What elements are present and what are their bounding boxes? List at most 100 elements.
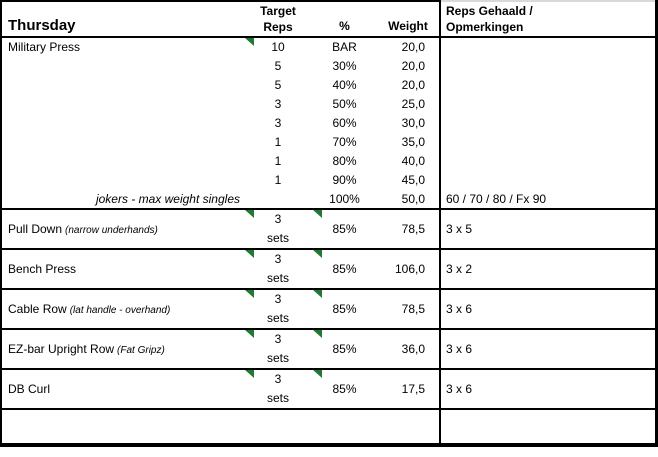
reps-value: 3 bbox=[274, 115, 282, 130]
percent-cell[interactable]: 90% bbox=[312, 170, 377, 189]
weight-value: 40,0 bbox=[401, 153, 425, 168]
target-reps-cell[interactable]: 3 sets bbox=[244, 369, 312, 410]
percent-cell[interactable]: 85% bbox=[312, 329, 377, 370]
exercise-name-cell[interactable] bbox=[0, 170, 244, 189]
weight-value: 50,0 bbox=[401, 191, 425, 206]
weight-cell[interactable]: 20,0 bbox=[377, 56, 440, 75]
notes-cell[interactable] bbox=[439, 75, 658, 94]
percent-cell[interactable]: 70% bbox=[312, 132, 377, 151]
empty-row bbox=[0, 409, 658, 447]
table-row: Bench Press 3 sets 85% 106,0 3 x 2 bbox=[0, 249, 658, 290]
percent-cell[interactable]: 50% bbox=[312, 94, 377, 113]
notes-cell[interactable] bbox=[439, 170, 658, 189]
weight-cell[interactable]: 35,0 bbox=[377, 132, 440, 151]
exercise-note: (lat handle - overhand) bbox=[69, 305, 171, 316]
notes-cell[interactable] bbox=[439, 56, 658, 75]
percent-value: 40% bbox=[332, 77, 357, 92]
target-reps-cell[interactable]: 3 bbox=[244, 94, 312, 113]
percent-cell[interactable]: 85% bbox=[312, 209, 377, 250]
weight-cell[interactable]: 20,0 bbox=[377, 75, 440, 94]
exercise-name-cell[interactable]: Bench Press bbox=[0, 249, 244, 290]
weight-value: 17,5 bbox=[401, 382, 425, 396]
weight-value: 20,0 bbox=[401, 58, 425, 73]
notes-cell[interactable] bbox=[439, 94, 658, 113]
percent-cell[interactable]: 60% bbox=[312, 113, 377, 132]
notes-cell[interactable]: 3 x 6 bbox=[439, 369, 658, 410]
target-reps-cell[interactable]: 1 bbox=[244, 151, 312, 170]
sets-word: sets bbox=[266, 231, 289, 245]
percent-value: BAR bbox=[332, 40, 357, 54]
weight-cell[interactable]: 106,0 bbox=[377, 249, 440, 290]
exercise-name-cell[interactable] bbox=[0, 151, 244, 170]
weight-cell[interactable]: 20,0 bbox=[377, 37, 440, 56]
exercise-name-cell[interactable]: Military Press bbox=[0, 37, 244, 56]
target-reps-cell[interactable]: 3 bbox=[244, 113, 312, 132]
target-reps-cell[interactable] bbox=[244, 189, 312, 210]
cell-indicator-icon bbox=[313, 210, 322, 218]
target-reps-cell[interactable]: 10 bbox=[244, 37, 312, 56]
target-reps-cell[interactable]: 1 bbox=[244, 132, 312, 151]
exercise-name-cell[interactable] bbox=[0, 94, 244, 113]
weight-value: 78,5 bbox=[401, 222, 425, 236]
header-weight-cell[interactable]: Weight bbox=[377, 0, 440, 38]
percent-cell[interactable]: 85% bbox=[312, 289, 377, 330]
exercise-name-cell[interactable]: Pull Down (narrow underhands) bbox=[0, 209, 244, 250]
exercise-name-cell[interactable]: EZ-bar Upright Row (Fat Gripz) bbox=[0, 329, 244, 370]
exercise-name-cell[interactable] bbox=[0, 132, 244, 151]
empty-cell[interactable] bbox=[244, 409, 312, 447]
exercise-name-cell[interactable]: DB Curl bbox=[0, 369, 244, 410]
notes-cell[interactable]: 60 / 70 / 80 / Fx 90 bbox=[439, 189, 658, 210]
header-day-cell[interactable]: Thursday bbox=[0, 0, 244, 38]
exercise-name-cell[interactable] bbox=[0, 75, 244, 94]
weight-cell[interactable]: 40,0 bbox=[377, 151, 440, 170]
notes-cell[interactable]: 3 x 6 bbox=[439, 289, 658, 330]
notes-cell[interactable] bbox=[439, 113, 658, 132]
notes-cell[interactable] bbox=[439, 151, 658, 170]
percent-cell[interactable]: 30% bbox=[312, 56, 377, 75]
reps-value: 1 bbox=[274, 153, 282, 168]
percent-cell[interactable]: 85% bbox=[312, 369, 377, 410]
exercise-name-cell[interactable] bbox=[0, 113, 244, 132]
weight-value: 45,0 bbox=[401, 172, 425, 187]
target-reps-cell[interactable]: 3 sets bbox=[244, 289, 312, 330]
percent-cell[interactable]: 40% bbox=[312, 75, 377, 94]
notes-cell[interactable]: 3 x 6 bbox=[439, 329, 658, 370]
jokers-label-cell[interactable]: jokers - max weight singles bbox=[0, 189, 244, 210]
target-reps-cell[interactable]: 3 sets bbox=[244, 209, 312, 250]
percent-value: 85% bbox=[332, 342, 357, 356]
percent-cell[interactable]: 100% bbox=[312, 189, 377, 210]
header-percent-cell[interactable]: % bbox=[312, 0, 377, 38]
empty-cell[interactable] bbox=[377, 409, 440, 447]
empty-cell[interactable] bbox=[312, 409, 377, 447]
header-target-reps-cell[interactable]: Target Reps bbox=[244, 0, 312, 38]
weight-cell[interactable]: 78,5 bbox=[377, 209, 440, 250]
exercise-name-cell[interactable] bbox=[0, 56, 244, 75]
target-reps-cell[interactable]: 1 bbox=[244, 170, 312, 189]
table-row: 1 70% 35,0 bbox=[0, 132, 658, 151]
notes-cell[interactable] bbox=[439, 132, 658, 151]
target-reps-cell[interactable]: 3 sets bbox=[244, 329, 312, 370]
percent-cell[interactable]: BAR bbox=[312, 37, 377, 56]
percent-cell[interactable]: 80% bbox=[312, 151, 377, 170]
notes-cell[interactable]: 3 x 2 bbox=[439, 249, 658, 290]
exercise-name: EZ-bar Upright Row bbox=[8, 342, 115, 356]
header-notes-cell[interactable]: Reps Gehaald / Opmerkingen bbox=[439, 0, 658, 38]
empty-cell[interactable] bbox=[0, 409, 244, 447]
target-reps-cell[interactable]: 5 bbox=[244, 75, 312, 94]
target-reps-cell[interactable]: 5 bbox=[244, 56, 312, 75]
percent-cell[interactable]: 85% bbox=[312, 249, 377, 290]
notes-cell[interactable] bbox=[439, 37, 658, 56]
weight-cell[interactable]: 78,5 bbox=[377, 289, 440, 330]
weight-cell[interactable]: 36,0 bbox=[377, 329, 440, 370]
exercise-name-cell[interactable]: Cable Row (lat handle - overhand) bbox=[0, 289, 244, 330]
weight-cell[interactable]: 17,5 bbox=[377, 369, 440, 410]
weight-cell[interactable]: 50,0 bbox=[377, 189, 440, 210]
notes-cell[interactable]: 3 x 5 bbox=[439, 209, 658, 250]
table-row: 5 30% 20,0 bbox=[0, 56, 658, 75]
weight-cell[interactable]: 30,0 bbox=[377, 113, 440, 132]
weight-cell[interactable]: 45,0 bbox=[377, 170, 440, 189]
target-reps-cell[interactable]: 3 sets bbox=[244, 249, 312, 290]
sets-count: 3 bbox=[274, 332, 282, 346]
weight-cell[interactable]: 25,0 bbox=[377, 94, 440, 113]
empty-cell[interactable] bbox=[439, 409, 658, 447]
